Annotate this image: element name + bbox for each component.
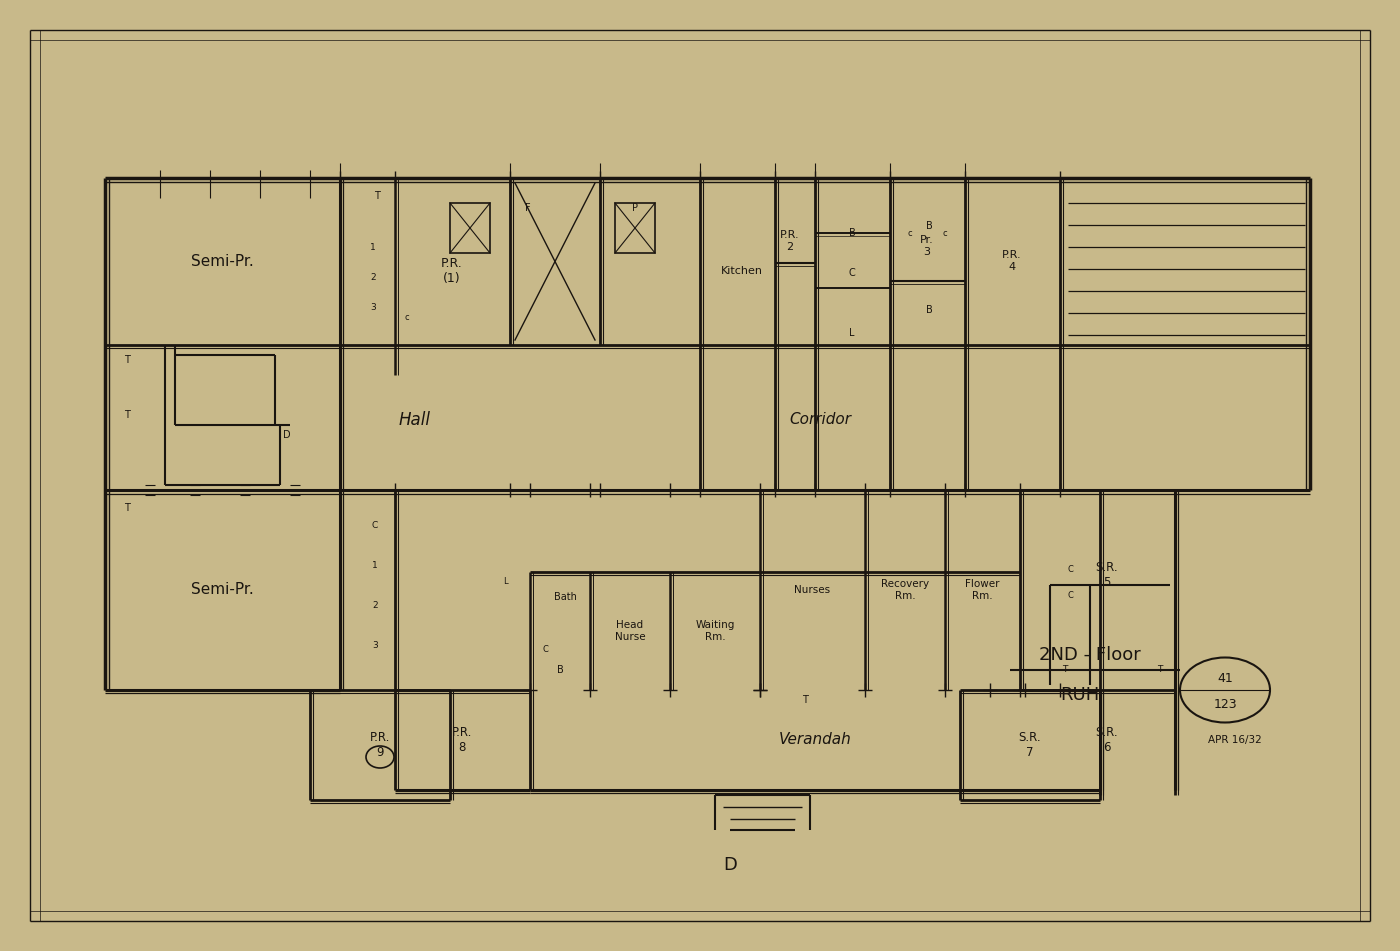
Text: c: c [405, 314, 409, 322]
Text: 3: 3 [372, 641, 378, 650]
Text: L: L [850, 328, 855, 338]
Text: 123: 123 [1214, 697, 1236, 710]
Text: B: B [557, 665, 563, 675]
Text: 1: 1 [372, 560, 378, 570]
Text: C: C [372, 520, 378, 530]
Text: Flower
Rm.: Flower Rm. [965, 579, 1000, 601]
Text: 1: 1 [370, 243, 375, 253]
Text: 2: 2 [370, 274, 375, 282]
Text: 2ND - Floor: 2ND - Floor [1039, 646, 1141, 664]
Text: D: D [283, 430, 291, 440]
Text: B: B [925, 305, 932, 315]
Text: T: T [374, 191, 379, 201]
Text: P.R.
2: P.R. 2 [780, 230, 799, 252]
Text: 41: 41 [1217, 671, 1233, 685]
Text: 3: 3 [370, 303, 375, 313]
Text: P.R.
(1): P.R. (1) [441, 257, 463, 285]
Text: S.R.
7: S.R. 7 [1019, 731, 1042, 759]
Text: Nurses: Nurses [794, 585, 830, 595]
Text: c: c [907, 228, 913, 238]
Text: P.R.
4: P.R. 4 [1002, 250, 1022, 272]
Text: T: T [802, 695, 808, 705]
Text: S.R.
5: S.R. 5 [1096, 561, 1119, 589]
Text: T: T [125, 410, 130, 420]
Text: Recovery
Rm.: Recovery Rm. [881, 579, 930, 601]
Text: B: B [848, 228, 855, 238]
Text: Bath: Bath [553, 592, 577, 602]
Text: T: T [125, 355, 130, 365]
Text: Pr.
3: Pr. 3 [920, 235, 934, 257]
Text: C: C [848, 268, 855, 278]
Text: Corridor: Corridor [790, 413, 851, 428]
Text: F: F [525, 203, 531, 213]
Text: Verandah: Verandah [778, 732, 851, 747]
Text: D: D [722, 856, 736, 874]
Text: c: c [942, 228, 948, 238]
Text: Semi-Pr.: Semi-Pr. [190, 254, 253, 268]
Text: Hall: Hall [399, 411, 431, 429]
Bar [615, 203, 655, 253]
Text: T: T [1158, 666, 1162, 674]
Text: Waiting
Rm.: Waiting Rm. [696, 620, 735, 642]
Text: C: C [1067, 566, 1072, 574]
Text: Head
Nurse: Head Nurse [615, 620, 645, 642]
Text: APR 16/32: APR 16/32 [1208, 735, 1261, 745]
Text: S.R.
6: S.R. 6 [1096, 726, 1119, 754]
Text: T: T [1063, 666, 1068, 674]
Text: Semi-Pr.: Semi-Pr. [190, 583, 253, 597]
Text: B: B [925, 221, 932, 231]
Text: P.R.
8: P.R. 8 [452, 726, 472, 754]
Text: C: C [1067, 591, 1072, 599]
Text: T: T [125, 503, 130, 513]
Text: L: L [503, 577, 507, 587]
Text: C: C [542, 646, 547, 654]
Text: P.R.
9: P.R. 9 [370, 731, 391, 759]
Text: RUH: RUH [1060, 686, 1099, 704]
Text: P: P [631, 203, 638, 213]
Text: Kitchen: Kitchen [721, 266, 763, 276]
Text: 2: 2 [372, 600, 378, 610]
Bar [449, 203, 490, 253]
